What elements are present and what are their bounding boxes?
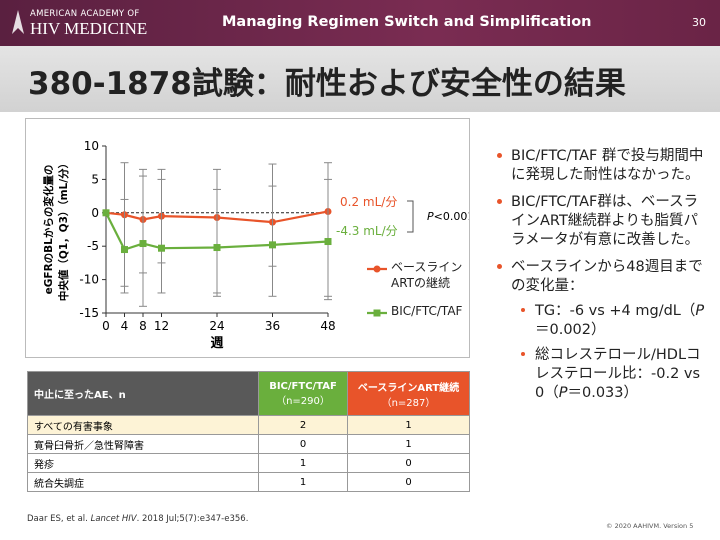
x-axis-title: 週 [210,336,223,351]
bullet-text: P [558,385,568,401]
table-cell: 1 [258,472,348,492]
bullet-text: 総コレステロール/HDLコレステロール比：-0.2 vs 0（ [535,347,701,401]
bullet: ベースラインから48週目までの変化量： TG：-6 vs +4 mg/dL（P＝0… [497,258,712,403]
header-n: （n=287） [381,397,436,409]
header-n: （n=290） [276,395,330,407]
table-header: ベースラインART継続 （n=287） [347,371,470,416]
header-title: Managing Regimen Switch and Simplificati… [222,14,592,30]
table-cell: 0 [347,472,470,492]
bullet-dot [497,199,502,204]
bullet: BIC/FTC/TAF群は、ベースラインART継続群よりも脂質パラメータが有意に… [497,193,712,250]
p-value: P<0.001 [427,210,469,223]
bullet-dot [497,264,502,269]
table-cell: 1 [258,453,348,473]
point [324,238,332,246]
x-tick-label: 48 [320,319,335,333]
x-tick-label: 8 [139,319,147,333]
table-row: 寛骨臼骨折／急性腎障害 0 1 [27,434,470,454]
point [158,244,165,252]
bullets: BIC/FTC/TAF 群で投与期間中に発現した耐性はなかった。 BIC/FTC/… [497,147,712,411]
y-tick-label: 0 [91,206,99,220]
chart-box: -15 -10 -5 0 5 10 0 4 8 12 24 36 48 週 eGFRのBLからの変化量の 中央… [25,118,474,358]
table-body: すべての有害事象 2 1 寛骨臼骨折／急性腎障害 0 1 発疹 1 0 統合失調症 1 0 [27,415,470,492]
table-header: BIC/FTC/TAF （n=290） [258,371,348,416]
header-bar: AMERICAN ACADEMY OF HIV MEDICINE Managin… [0,0,720,46]
logo-icon [12,10,24,34]
y-axis-title: 中央値（Q1，Q3）（mL/分） [57,158,70,301]
table-row: 統合失調症 1 0 [27,472,470,492]
legend-marker [373,309,381,317]
annotation: 0.2 mL/分 [340,195,397,209]
copyright: © 2020 AAHIVM. Version 5 [606,522,694,530]
sub-bullet: 総コレステロール/HDLコレステロール比：-0.2 vs 0（P＝0.033） [511,346,712,403]
sub-bullet: TG：-6 vs +4 mg/dL（P ＝0.002） [511,302,712,340]
table-cell: 発疹 [27,453,259,473]
y-tick-label: 10 [84,139,99,153]
table-cell: 1 [347,415,470,435]
footnote-text: . 2018 Jul;5(7):e347-e356. [136,514,249,524]
point [102,209,110,217]
y-axis-title: eGFRのBLからの変化量の [42,165,55,295]
legend-label: ベースラインARTの継続 [391,260,463,290]
legend-label: BIC/FTC/TAF [391,304,463,318]
point [213,244,221,252]
slide-title: 380-1878試験：耐性および安全性の結果 [28,66,626,102]
ae-table: 中止に至ったAE、n BIC/FTC/TAF （n=290） ベースラインART継… [27,371,470,492]
y-tick-label: -15 [79,306,99,320]
bullet-dot [521,308,525,312]
table-cell: すべての有害事象 [27,415,259,435]
annotation: -4.3 mL/分 [336,224,398,238]
table-header: 中止に至ったAE、n [27,371,259,416]
table-cell: 寛骨臼骨折／急性腎障害 [27,434,259,454]
table-cell: 2 [258,415,348,435]
y-tick-label: -5 [87,239,99,253]
table-cell: 1 [347,434,470,454]
header-text: ベースラインART継続 [357,382,460,394]
table-cell: 0 [258,434,348,454]
y-tick-label: -10 [79,273,99,287]
p-label: P [427,210,434,223]
table-row: すべての有害事象 2 1 [27,415,470,435]
point [139,240,147,248]
p-text: <0.001 [434,210,469,223]
bullet-text: ベースラインから48週目までの変化量： [511,259,703,294]
bullet-text: BIC/FTC/TAF 群で投与期間中に発現した耐性はなかった。 [511,148,704,183]
bullet-text: ＝0.002） [535,322,606,338]
x-tick-label: 4 [121,319,129,333]
point [121,246,128,254]
bullet-dot [497,153,502,158]
x-tick-label: 0 [102,319,110,333]
x-tick-label: 12 [154,319,169,333]
title-band: 380-1878試験：耐性および安全性の結果 [0,46,720,112]
bullet-text: ＝0.033） [567,385,638,401]
page-number: 30 [692,16,706,29]
table-row: 発疹 1 0 [27,453,470,473]
bullet: BIC/FTC/TAF 群で投与期間中に発現した耐性はなかった。 [497,147,712,185]
y-tick-label: 5 [91,172,99,186]
bracket [407,200,414,233]
bullet-text: TG：-6 vs +4 mg/dL（ [535,303,696,319]
table-cell: 統合失調症 [27,472,259,492]
table-cell: 0 [347,453,470,473]
logo-text: HIV MEDICINE [30,19,148,38]
bullet-text: P [695,303,705,319]
bullet-dot [521,352,525,356]
x-tick-label: 36 [265,319,280,333]
point [269,241,276,249]
footnote-text: Daar ES, et al. [27,514,91,524]
x-tick-label: 24 [209,319,224,333]
bullet-text: BIC/FTC/TAF群は、ベースラインART継続群よりも脂質パラメータが有意に… [511,194,700,248]
header-text: BIC/FTC/TAF [269,380,337,392]
footnote: Daar ES, et al. Lancet HIV. 2018 Jul;5(7… [27,514,248,524]
footnote-journal: Lancet HIV [90,514,137,524]
legend-marker [373,265,381,273]
logo-text: AMERICAN ACADEMY OF [30,9,140,19]
